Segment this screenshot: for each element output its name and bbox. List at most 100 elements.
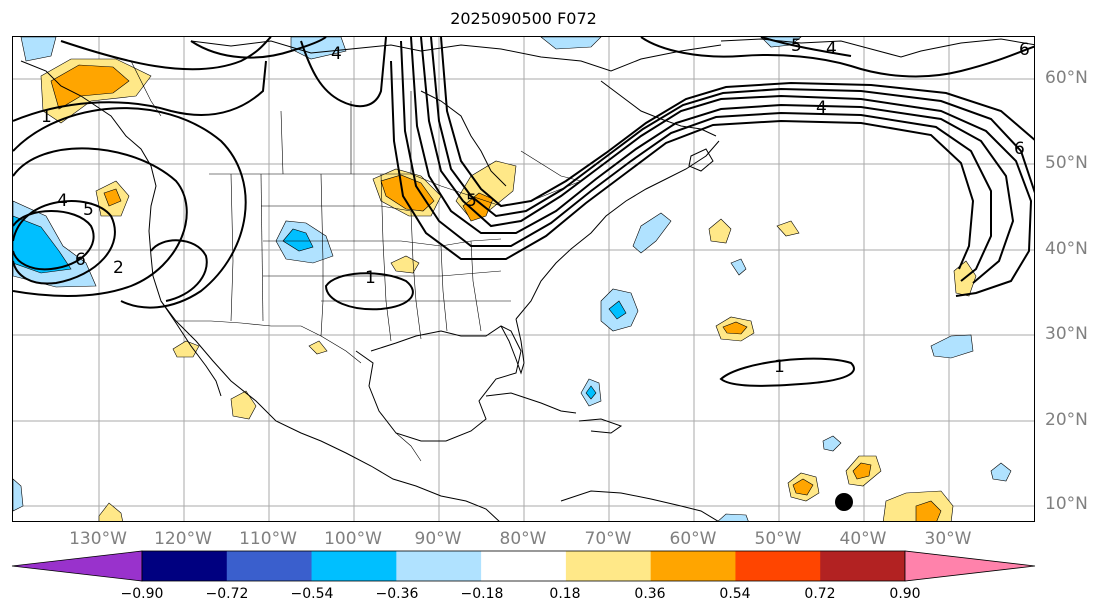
shade-ontario-orange: [462, 192, 494, 222]
coast-baja: [160, 300, 222, 397]
shade-yellow-small2: [390, 255, 420, 274]
contour-label: 5: [791, 37, 802, 56]
contour-west-1: [150, 239, 208, 302]
colorbar-tick: −0.90: [120, 586, 164, 602]
contour-label: 1: [774, 357, 785, 377]
border-states-4: [260, 173, 264, 322]
contour-jet-1: [420, 37, 1033, 297]
contour-pacific-outer: [13, 107, 247, 309]
map-title: 2025090500 F072: [450, 9, 597, 28]
lon-label-40w: 40°W: [839, 529, 887, 549]
border-alaska: [130, 60, 162, 117]
lon-label-70w: 70°W: [584, 529, 632, 549]
contour-jet-3: [410, 37, 1015, 284]
shade-pacific-blue: [13, 215, 72, 274]
storm-position-dot[interactable]: [835, 493, 853, 511]
shade-orange-small1: [103, 188, 122, 207]
colorbar-bin: [396, 551, 482, 581]
contour-label: 2: [113, 258, 124, 278]
shade-yellow-sw: [98, 502, 123, 521]
colorbar-bin: [650, 551, 736, 581]
contour-west-4: [300, 37, 387, 108]
contour-atlantic-1: [719, 357, 855, 387]
lon-label-30w: 30°W: [924, 529, 972, 549]
contour-label: 6: [1019, 40, 1030, 60]
lon-label-120w: 120°W: [154, 529, 212, 549]
border-us-canada: [209, 173, 582, 207]
shade-lakes-orange: [380, 174, 435, 212]
lon-label-130w: 130°W: [69, 529, 127, 549]
map-panel[interactable]: 4 5 6 2 1 4 5 6 4 5 4 6 1 1: [12, 36, 1035, 522]
contour-label: 6: [75, 250, 86, 270]
shade-blue-south: [717, 513, 749, 521]
contour-north-1: [640, 37, 1034, 78]
contour-west-2: [60, 37, 272, 71]
colorbar-bin: [735, 551, 821, 581]
shade-blue-carib-core: [585, 385, 597, 400]
coast-florida: [500, 318, 525, 375]
colorbar-tick: −0.18: [460, 586, 504, 602]
shade-atlantic-blue2: [632, 212, 672, 254]
contour-label: 4: [57, 191, 68, 211]
contour-north-3: [190, 37, 327, 59]
shade-yellow-small4: [776, 220, 800, 237]
border-states-10: [263, 270, 502, 277]
coast-labrador: [600, 80, 717, 137]
lat-label-50n: 50°N: [1045, 153, 1088, 173]
lon-label-80w: 80°W: [499, 529, 547, 549]
shade-orange-south2-core: [792, 478, 814, 496]
contour-low-pacific-2: [13, 210, 95, 271]
coast-hispaniola: [578, 418, 623, 434]
colorbar-bins: [141, 550, 906, 582]
coast-greenland: [720, 38, 1034, 58]
coast-cuba: [485, 392, 577, 414]
map-canvas: 4 5 6 2 1 4 5 6 4 5 4 6 1 1: [13, 37, 1034, 521]
colorbar-tick: −0.36: [375, 586, 419, 602]
coast-north-america-west: [20, 60, 500, 521]
colorbar-tick: 0.72: [804, 586, 836, 602]
contour-lines: [13, 37, 1034, 387]
lat-label-60n: 60°N: [1045, 68, 1088, 88]
border-states-5: [320, 173, 324, 337]
lon-label-90w: 90°W: [414, 529, 462, 549]
lat-label-30n: 30°N: [1045, 324, 1088, 344]
colorbar-tick: −0.54: [290, 586, 334, 602]
shade-yellow-gulf1: [172, 340, 200, 358]
shade-orange-south3-core: [915, 500, 942, 521]
colorbar-bin: [311, 551, 397, 581]
shade-atlantic-orange1-core: [722, 321, 748, 335]
lon-label-110w: 110°W: [239, 529, 297, 549]
coast-gulf-mexico: [355, 325, 522, 442]
contour-north-2: [760, 37, 852, 57]
border-states-1: [230, 173, 234, 322]
contour-jet-4: [400, 40, 992, 282]
shade-blue-top2: [540, 37, 602, 50]
coast-south-america: [560, 490, 719, 521]
shade-blue-small1: [730, 258, 747, 276]
colorbar-over-triangle: [904, 550, 1036, 582]
coast-hudson-bay: [420, 90, 507, 187]
contour-low-pacific-3: [13, 147, 188, 297]
colorbar-tick: 0.54: [719, 586, 751, 602]
shade-blue-small2: [822, 435, 842, 452]
border-states-8: [440, 245, 448, 332]
contour-jet-6: [440, 37, 1034, 208]
colorbar-bin: [820, 551, 906, 581]
lon-label-60w: 60°W: [669, 529, 717, 549]
contour-label: 1: [41, 107, 52, 127]
contour-label: 5: [466, 191, 477, 211]
shade-blue-plains: [282, 228, 314, 252]
contour-label: 4: [826, 39, 837, 59]
border-states-6: [380, 173, 392, 342]
coast-canada-arctic: [190, 40, 722, 72]
border-states-9: [470, 240, 482, 332]
contour-jet-2: [430, 37, 1034, 218]
shaded-field: [13, 37, 1012, 521]
lon-label-100w: 100°W: [324, 529, 382, 549]
border-states-7: [410, 210, 422, 340]
contour-low-pacific: [13, 200, 116, 285]
contour-label: 6: [1014, 139, 1025, 159]
border-states-2: [261, 205, 412, 212]
lat-label-40n: 40°N: [1045, 239, 1088, 259]
shade-blue-sw: [13, 478, 24, 512]
